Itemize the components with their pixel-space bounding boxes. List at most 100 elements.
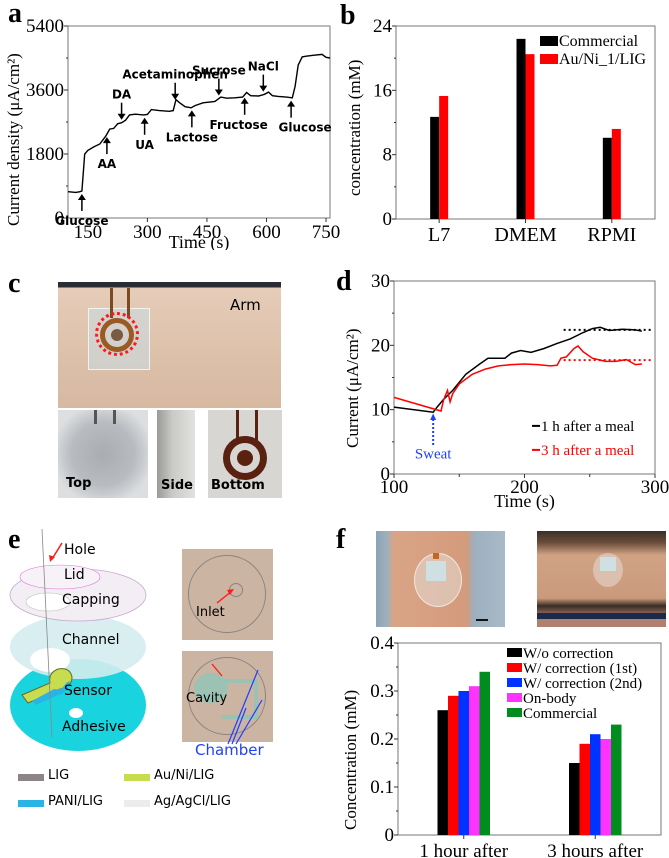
x-tick-label: 750	[312, 222, 340, 243]
y-tick-label: 10	[371, 400, 390, 421]
annotation-label: Sucrose	[192, 64, 246, 78]
x-tick-label: 100	[380, 477, 409, 498]
bar-commercial	[516, 38, 526, 219]
legend-label: 3 h after a meal	[541, 443, 634, 459]
swatch-lig	[18, 774, 44, 781]
annotation-label: AA	[98, 157, 117, 171]
x-tick-label: 1 hour after	[419, 841, 508, 858]
channel-cavity	[30, 648, 70, 672]
annotation-arrowhead	[287, 100, 296, 107]
adhesive-label: Adhesive	[62, 719, 126, 735]
bar-w-correction-2nd-	[590, 734, 601, 835]
legend-label: W/ correction (1st)	[523, 661, 637, 677]
inlet-photo: Inlet	[182, 549, 273, 640]
bar-commercial	[611, 724, 622, 835]
bar-w-o-correction	[569, 763, 580, 835]
wearable-tab	[433, 553, 439, 559]
y-tick-label: 20	[371, 335, 390, 356]
bar-w-o-correction	[437, 710, 448, 835]
x-axis-label: Time (s)	[169, 232, 230, 250]
legend-swatch	[540, 36, 558, 46]
swatch-auni	[124, 774, 150, 781]
x-tick-label: 200	[510, 477, 539, 498]
sweat-arrowhead	[430, 413, 437, 420]
annotation-label: Fructose	[210, 118, 268, 132]
series-line-current-density	[67, 53, 331, 194]
x-tick-label: 3 hours after	[547, 841, 644, 858]
adhesive-layer	[10, 659, 146, 751]
bar-w-correction-2nd-	[458, 691, 469, 835]
x-tick-label: DMEM	[494, 224, 556, 246]
legend-label-pani: PANI/LIG	[48, 794, 103, 809]
x-tick-label: 300	[133, 222, 162, 243]
annotation-arrowhead	[140, 117, 149, 124]
channel-label: Channel	[62, 632, 120, 648]
bottom-leads	[236, 410, 258, 440]
x-tick-label: 600	[252, 222, 281, 243]
y-tick-label: 0	[383, 209, 393, 230]
chamber-arrows	[211, 663, 263, 745]
annotation-label: DA	[112, 88, 132, 102]
capping-label: Capping	[62, 592, 120, 608]
y-tick-label: 30	[371, 271, 390, 292]
bottom-label: Bottom	[211, 478, 265, 493]
forehead-wearable-photo	[537, 531, 666, 627]
panel-label-c: c	[8, 268, 21, 299]
legend-label: W/ correction (2nd)	[523, 676, 642, 692]
y-tick-label: 0.3	[370, 681, 394, 702]
x-tick-label: RPMI	[587, 224, 636, 246]
material-legend: LIG Au/Ni/LIG PANI/LIG Ag/AgCl/LIG	[18, 768, 278, 828]
hole-label: Hole	[64, 542, 96, 558]
x-tick-label: L7	[428, 224, 450, 246]
annotation-arrowhead	[214, 89, 223, 96]
layer-diagram	[9, 528, 147, 751]
hole-arrow	[51, 542, 63, 560]
bar-au-ni-1-lig	[611, 128, 621, 219]
y-tick-label: 8	[383, 145, 393, 166]
chart-d: 0 10 20 30 100 200 300 Time (s) Sweat 1 h after a…	[371, 271, 669, 512]
bar-commercial	[479, 671, 490, 835]
top-label: Top	[66, 476, 92, 491]
bar-on-body	[469, 686, 480, 835]
x-tick-label: 150	[74, 222, 103, 243]
swatch-agcl	[124, 800, 150, 807]
sweat-label: Sweat	[415, 447, 452, 463]
legend-label-lig: LIG	[48, 768, 70, 783]
y-tick-label: 5400	[26, 16, 64, 37]
sensor-label: Sensor	[64, 683, 112, 699]
bar-on-body	[600, 739, 611, 835]
device-outline	[188, 555, 266, 633]
y-tick-label: 3600	[26, 80, 64, 101]
panel-label-a: a	[8, 0, 22, 29]
y-tick-label: 24	[373, 16, 393, 37]
sensor-pani	[32, 681, 70, 705]
panel-label-b: b	[340, 0, 356, 31]
bar-commercial	[602, 137, 612, 219]
series-line-3-h-after-a-meal	[393, 345, 642, 412]
legend-label: Commercial	[559, 33, 639, 50]
legend-label: Au/Ni_1/LIG	[559, 51, 647, 68]
legend-swatch	[507, 708, 522, 717]
annotation-arrowhead	[102, 137, 111, 144]
annotation-arrowhead	[187, 110, 196, 117]
capping-cavity	[25, 592, 71, 612]
y-tick-label: 1800	[26, 144, 64, 165]
series-line-1-h-after-a-meal	[393, 326, 643, 413]
legend-swatch	[507, 648, 522, 657]
legend-swatch	[507, 663, 522, 672]
filled-channel	[222, 679, 258, 719]
annotation-label: Lactose	[166, 130, 218, 144]
lid-layer	[19, 564, 101, 590]
top-view-photo: Top	[58, 410, 148, 498]
panel-label-d: d	[336, 266, 352, 297]
annotation-arrowhead	[240, 97, 249, 104]
lead-pins	[94, 410, 116, 424]
x-tick-label: 450	[193, 222, 222, 243]
panel-label-f: f	[336, 524, 346, 555]
bar-w-correction-1st-	[579, 743, 590, 835]
annotation-label: Glucose	[55, 214, 108, 228]
adhesive-hole	[69, 708, 83, 718]
alignment-line	[41, 528, 53, 738]
cavity-photo: Cavity	[182, 651, 273, 742]
side-view-photo: Side	[157, 410, 195, 498]
